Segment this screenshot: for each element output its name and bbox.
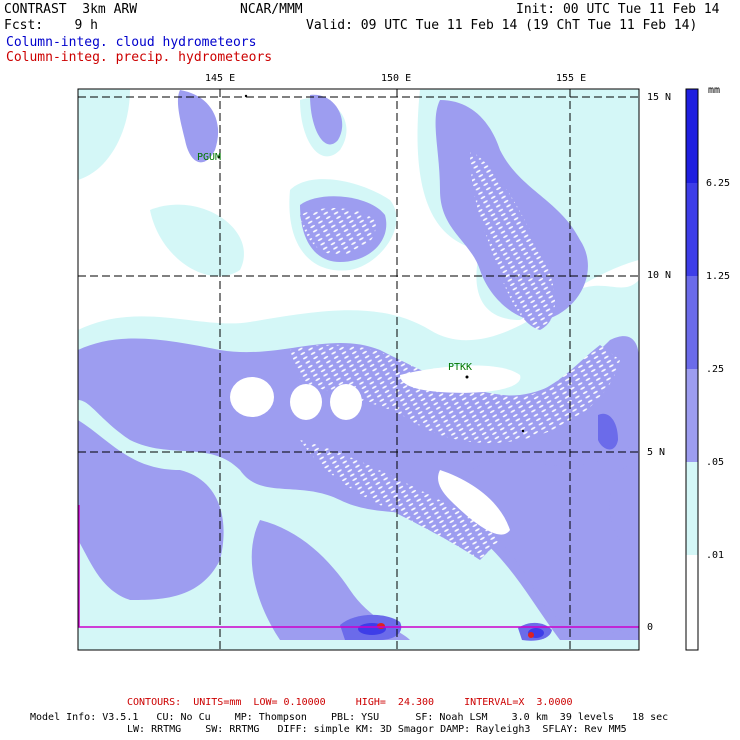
lat-label-15n: 15 N [647,92,672,103]
island-marker [521,429,525,433]
colorbar-level-0-05: .05 [706,457,725,468]
organization-label: NCAR/MMM [240,2,303,17]
map-frame [77,88,640,651]
lat-label-5n: 5 N [647,447,666,458]
model-info-line-2: LW: RRTMG SW: RRTMG DIFF: simple KM: 3D … [127,724,627,735]
colorbar-level-0-25: .25 [706,364,725,375]
forecast-hour: Fcst: 9 h [4,18,98,33]
colorbar-level-1-25: 1.25 [706,271,731,282]
hydrometeor-field [78,89,639,650]
lon-label-155e: 155 E [556,73,587,84]
station-ptkk-label: PTKK [448,362,473,373]
model-info-line-1: Model Info: V3.5.1 CU: No Cu MP: Thompso… [30,712,669,723]
legend-cloud-label: Column-integ. cloud hydrometeors [6,35,257,50]
lat-lon-grid [78,89,639,650]
init-time: Init: 00 UTC Tue 11 Feb 14 [516,2,720,17]
station-ptkk-marker [465,375,469,379]
colorbar-level-0-01: .01 [706,550,725,561]
lon-label-145e: 145 E [205,73,236,84]
colorbar [685,88,699,651]
lon-label-150e: 150 E [381,73,412,84]
station-pgum-label: PGUM [197,152,222,163]
island-marker [244,94,248,98]
model-title: CONTRAST 3km ARW [4,2,138,17]
contours-info: CONTOURS: UNITS=mm LOW= 0.10000 HIGH= 24… [127,697,573,708]
lat-label-10n: 10 N [647,270,672,281]
colorbar-unit: mm [708,85,721,96]
colorbar-level-6-25: 6.25 [706,178,731,189]
station-pgum-marker [217,155,221,159]
legend-precip-label: Column-integ. precip. hydrometeors [6,50,273,65]
valid-time: Valid: 09 UTC Tue 11 Feb 14 (19 ChT Tue … [306,18,698,33]
lat-label-0: 0 [647,622,654,633]
